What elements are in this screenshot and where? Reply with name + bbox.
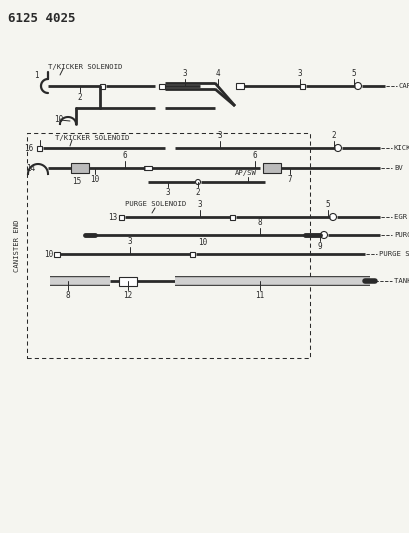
- Bar: [37, 146, 43, 150]
- Text: 5: 5: [351, 69, 355, 78]
- Text: CARB: CARB: [398, 83, 409, 89]
- Text: 13: 13: [108, 213, 117, 222]
- Bar: [190, 252, 195, 256]
- Bar: [262, 163, 280, 173]
- Text: 12: 12: [123, 291, 132, 300]
- Text: 7: 7: [287, 175, 292, 184]
- Text: 10: 10: [198, 238, 207, 247]
- Text: 3: 3: [217, 131, 222, 140]
- Text: T/KICKER SOLENOID: T/KICKER SOLENOID: [48, 64, 122, 70]
- Text: 1: 1: [34, 70, 38, 79]
- Bar: [236, 83, 243, 89]
- Bar: [54, 252, 60, 256]
- Text: 3: 3: [165, 188, 170, 197]
- Text: 3: 3: [127, 237, 132, 246]
- Text: 15: 15: [72, 177, 81, 186]
- Text: 2: 2: [77, 93, 82, 102]
- Circle shape: [195, 180, 200, 184]
- Text: 11: 11: [255, 291, 264, 300]
- Text: PURGE SOLENOID: PURGE SOLENOID: [378, 251, 409, 257]
- Text: CANISTER END: CANISTER END: [14, 219, 20, 272]
- Bar: [300, 84, 305, 88]
- Text: T/KICKER SOLENOID: T/KICKER SOLENOID: [55, 135, 129, 141]
- Text: 4: 4: [215, 69, 220, 78]
- Text: BV: BV: [393, 165, 402, 171]
- Bar: [71, 163, 89, 173]
- Text: TANK VENT: TANK VENT: [393, 278, 409, 284]
- Text: PURGE: PURGE: [393, 232, 409, 238]
- Text: 5: 5: [325, 200, 330, 209]
- Text: 8: 8: [257, 218, 262, 227]
- Text: 3: 3: [197, 200, 202, 209]
- Text: 9: 9: [317, 242, 321, 251]
- Bar: [144, 166, 152, 170]
- Text: 10: 10: [90, 175, 99, 184]
- Circle shape: [320, 231, 327, 238]
- Bar: [159, 84, 164, 88]
- Bar: [119, 277, 137, 286]
- Text: 10: 10: [44, 249, 53, 259]
- Bar: [119, 214, 124, 220]
- Text: PURGE SOLENOID: PURGE SOLENOID: [125, 201, 186, 207]
- Text: 2: 2: [195, 188, 200, 197]
- Circle shape: [329, 214, 336, 221]
- Bar: [230, 214, 235, 220]
- Text: KICKER: KICKER: [393, 145, 409, 151]
- Text: 6: 6: [122, 151, 127, 160]
- Text: AP/SW: AP/SW: [234, 170, 256, 176]
- Text: 3: 3: [182, 69, 187, 78]
- Circle shape: [334, 144, 341, 151]
- Text: 3: 3: [297, 69, 301, 78]
- Text: 6: 6: [252, 151, 257, 160]
- Text: EGR HARNESS: EGR HARNESS: [393, 214, 409, 220]
- Text: 6125 4025: 6125 4025: [8, 12, 75, 25]
- Text: 8: 8: [65, 291, 70, 300]
- Text: 16: 16: [24, 143, 33, 152]
- Bar: [100, 84, 105, 88]
- Text: 10: 10: [54, 115, 63, 124]
- Circle shape: [354, 83, 361, 90]
- Text: 14: 14: [26, 164, 35, 173]
- Text: 2: 2: [331, 131, 335, 140]
